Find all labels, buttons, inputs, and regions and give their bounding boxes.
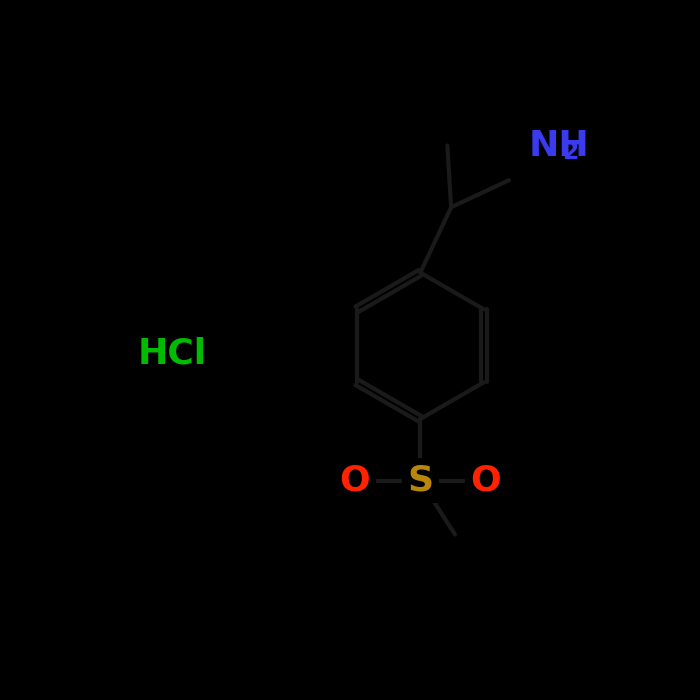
Text: O: O (470, 463, 501, 498)
Text: 2: 2 (562, 140, 578, 164)
Text: O: O (340, 463, 370, 498)
Text: HCl: HCl (138, 337, 207, 370)
Text: S: S (407, 463, 433, 498)
Text: NH: NH (528, 129, 589, 162)
